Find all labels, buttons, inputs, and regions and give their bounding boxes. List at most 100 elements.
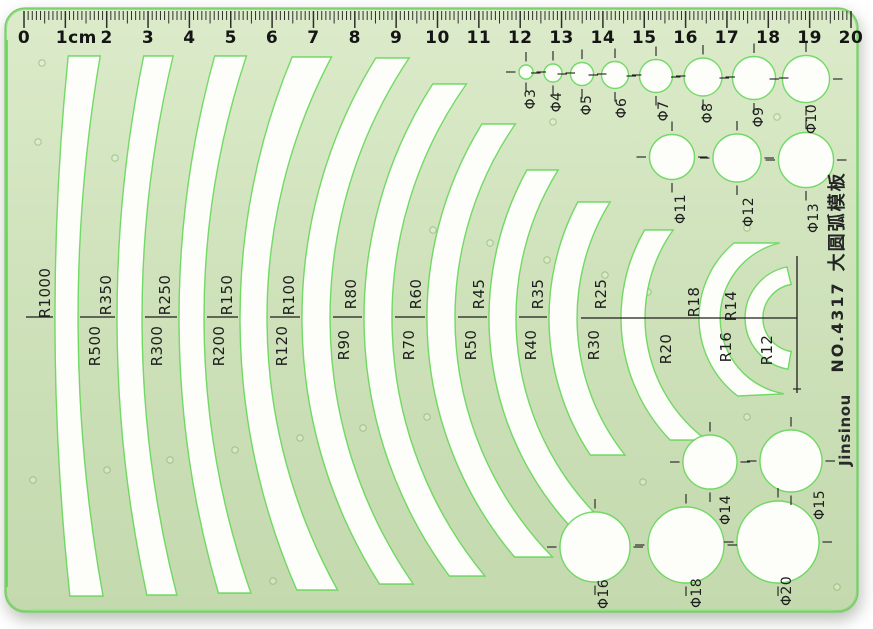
circle-cutout-Φ20 (736, 500, 820, 584)
ruler-number-14: 14 (590, 28, 616, 48)
radius-label-R250: R250 (156, 274, 174, 316)
arc-band-R350-R300 (116, 55, 178, 596)
radius-label-R80: R80 (342, 278, 360, 310)
radius-label-R30: R30 (585, 329, 603, 361)
ruler-number-11: 11 (466, 28, 492, 48)
circle-cutout-Φ18 (647, 506, 725, 584)
molding-dot (29, 476, 37, 484)
arc-band-R1000-R500 (54, 55, 104, 597)
ruler-number-20: 20 (838, 28, 864, 48)
diameter-label-Φ13: Φ13 (806, 202, 822, 234)
circle-cutout-Φ8 (683, 57, 723, 97)
molding-dot (773, 113, 781, 121)
radius-label-R300: R300 (148, 325, 166, 367)
circle-cutout-Φ11 (648, 133, 696, 181)
arc-band-R45-R40 (488, 169, 622, 537)
molding-dot (231, 446, 239, 454)
ruler-ticks (23, 11, 852, 28)
diameter-label-Φ11: Φ11 (673, 193, 689, 225)
molding-dot (486, 239, 494, 247)
ruler-number-4: 4 (183, 28, 196, 48)
model-title-text: NO.4317 大圆弧模板 (823, 171, 849, 372)
molding-dot (359, 424, 367, 432)
molding-dot (601, 271, 609, 279)
radius-label-R350: R350 (97, 274, 115, 316)
center-crosshair (581, 256, 801, 393)
radius-label-R120: R120 (273, 325, 291, 367)
radius-label-R90: R90 (335, 329, 353, 361)
diameter-label-Φ20: Φ20 (779, 575, 795, 607)
molding-dot (549, 118, 557, 126)
diameter-label-Φ16: Φ16 (596, 578, 612, 610)
diameter-label-Φ9: Φ9 (751, 106, 767, 128)
molding-dot (743, 413, 751, 421)
brand-text: Jinsinou (836, 394, 854, 466)
title-chinese: 大圆弧模板 (827, 171, 848, 272)
ruler-number-10: 10 (425, 28, 450, 48)
radius-label-R150: R150 (218, 274, 236, 316)
molding-dot (543, 256, 551, 264)
circle-cutout-Φ5 (569, 61, 595, 87)
molding-dot (269, 577, 277, 585)
radius-label-R35: R35 (529, 278, 547, 310)
radius-label-R25: R25 (592, 278, 610, 310)
radius-label-R20: R20 (657, 333, 675, 365)
radius-label-R500: R500 (86, 325, 104, 367)
circle-cutouts (518, 54, 835, 584)
arc-band-R150-R120 (239, 56, 339, 591)
radius-label-R200: R200 (210, 325, 228, 367)
ruler-number-8: 8 (348, 28, 361, 48)
molding-dot (34, 138, 42, 146)
ruler-number-9: 9 (389, 28, 403, 48)
radius-label-R40: R40 (522, 329, 540, 361)
molding-dot (833, 583, 841, 591)
diameter-label-Φ8: Φ8 (700, 102, 716, 124)
ruler-number-17: 17 (714, 28, 740, 48)
diameter-label-Φ14: Φ14 (718, 494, 734, 526)
arc-band-R35-R30 (548, 201, 627, 456)
molding-dot (103, 466, 111, 474)
arc-band-R14-R12 (744, 266, 792, 371)
diameter-label-Φ15: Φ15 (812, 489, 828, 521)
molding-dot (429, 226, 437, 234)
diameter-label-Φ10: Φ10 (804, 103, 820, 135)
ruler-number-5: 5 (224, 28, 237, 48)
molding-dot (111, 154, 119, 162)
arc-band-R18-R16 (698, 242, 784, 397)
ruler-number-13: 13 (549, 28, 574, 48)
arc-band-R100-R90 (301, 57, 415, 585)
circle-cutout-Φ7 (638, 58, 674, 94)
ruler-number-12: 12 (507, 28, 533, 48)
circle-cutout-Φ3 (518, 64, 534, 80)
diameter-label-Φ4: Φ4 (549, 91, 565, 113)
radius-label-R60: R60 (407, 278, 425, 310)
ruler-number-0: 0 (17, 28, 31, 48)
ruler-number-16: 16 (673, 28, 698, 48)
diameter-label-Φ7: Φ7 (656, 100, 672, 122)
ruler-number-19: 19 (797, 28, 822, 48)
circle-cutout-Φ12 (712, 133, 762, 183)
arc-band-R250-R200 (178, 55, 252, 594)
ruler-number-3: 3 (141, 28, 155, 48)
diameter-label-Φ6: Φ6 (614, 97, 630, 119)
circle-cutout-Φ9 (731, 55, 777, 101)
radius-label-R100: R100 (280, 274, 298, 316)
diameter-label-Φ12: Φ12 (741, 196, 757, 228)
circle-cutout-Φ6 (600, 60, 630, 90)
molding-dot (296, 434, 304, 442)
radius-label-R45: R45 (470, 278, 488, 310)
molding-dot (743, 224, 751, 232)
radius-label-R12: R12 (758, 334, 776, 366)
molding-dot (639, 478, 647, 486)
radius-label-R1000: R1000 (36, 267, 54, 319)
radius-label-R70: R70 (400, 329, 418, 361)
circle-cutout-Φ15 (759, 429, 823, 493)
ruler-number-2: 2 (100, 28, 113, 48)
model-number: NO.4317 (828, 281, 847, 373)
circle-cutout-Φ14 (682, 434, 738, 490)
arc-band-R25-R20 (620, 229, 709, 441)
ruler-number-6: 6 (265, 28, 279, 48)
ruler-number-15: 15 (631, 28, 657, 48)
diameter-label-Φ3: Φ3 (523, 88, 539, 110)
